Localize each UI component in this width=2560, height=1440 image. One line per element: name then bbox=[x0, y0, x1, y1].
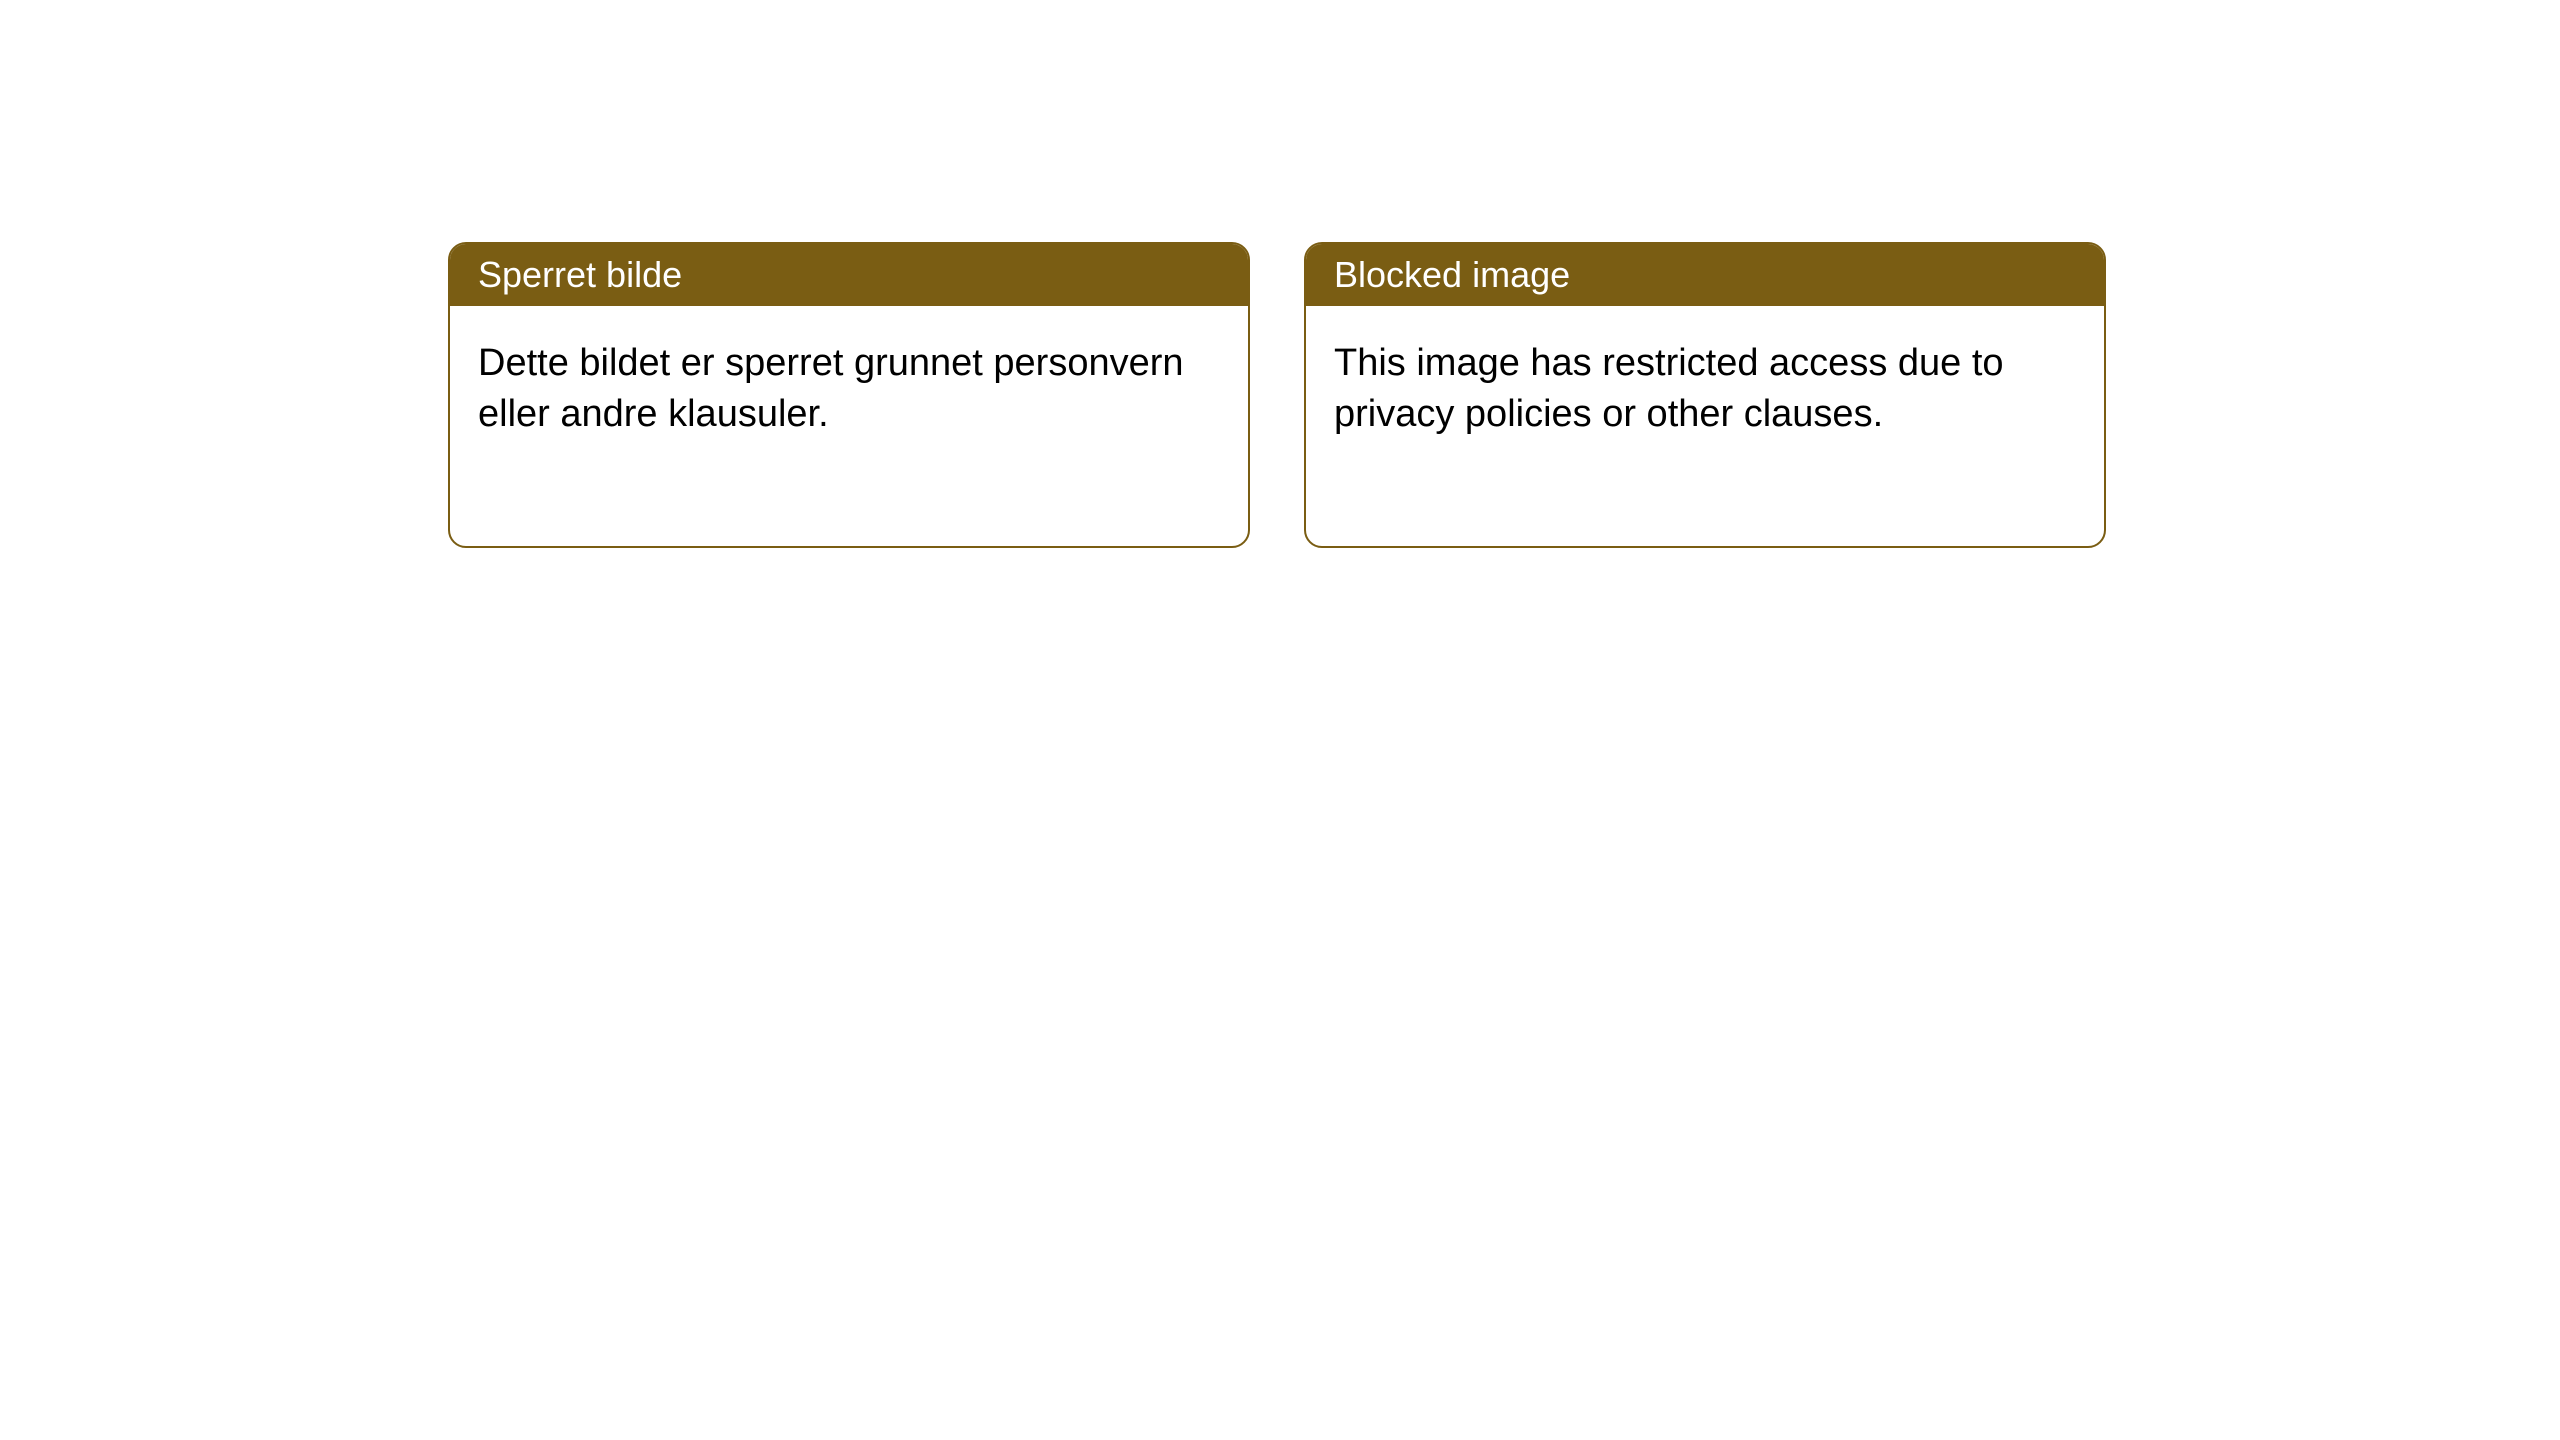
notice-message: This image has restricted access due to … bbox=[1334, 342, 2004, 435]
notice-header: Sperret bilde bbox=[450, 244, 1248, 306]
notice-container: Sperret bilde Dette bildet er sperret gr… bbox=[448, 242, 2106, 548]
notice-card-english: Blocked image This image has restricted … bbox=[1304, 242, 2106, 548]
notice-header: Blocked image bbox=[1306, 244, 2104, 306]
notice-title: Blocked image bbox=[1334, 254, 1570, 295]
notice-card-norwegian: Sperret bilde Dette bildet er sperret gr… bbox=[448, 242, 1250, 548]
notice-body: This image has restricted access due to … bbox=[1306, 306, 2104, 546]
notice-message: Dette bildet er sperret grunnet personve… bbox=[478, 342, 1184, 435]
notice-title: Sperret bilde bbox=[478, 254, 682, 295]
notice-body: Dette bildet er sperret grunnet personve… bbox=[450, 306, 1248, 546]
